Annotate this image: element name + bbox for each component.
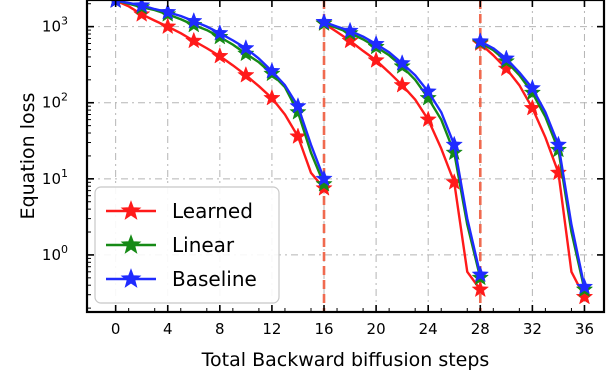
data-point-star	[367, 34, 385, 52]
data-point-star	[132, 5, 151, 22]
data-point-star	[315, 169, 333, 187]
y-tick-exponent: 3	[61, 15, 68, 28]
data-point-star	[315, 12, 333, 30]
data-point-star	[575, 277, 594, 295]
data-point-star	[237, 39, 255, 56]
legend-star-icon	[120, 234, 142, 254]
data-point-star	[237, 65, 255, 83]
plot-series	[109, 0, 594, 305]
data-point-star	[211, 23, 229, 41]
data-point-star	[341, 31, 359, 49]
data-point-star	[445, 143, 463, 161]
y-tick-label: 103	[42, 15, 68, 36]
data-point-star	[158, 17, 177, 35]
y-tick-label: 100	[42, 243, 68, 264]
data-point-star	[315, 174, 333, 192]
legend-star-icon	[120, 200, 142, 220]
y-tick-label: 101	[42, 167, 68, 188]
data-point-star	[289, 103, 307, 120]
series-learned	[109, 0, 594, 305]
data-point-star	[341, 21, 359, 39]
data-point-star	[471, 32, 490, 49]
x-tick-label: 16	[314, 320, 333, 338]
data-point-star	[575, 287, 594, 305]
data-point-star	[237, 44, 255, 62]
legend-box	[94, 186, 280, 304]
data-point-star	[132, 0, 151, 13]
x-tick-label: 32	[523, 320, 542, 338]
data-point-star	[263, 88, 281, 106]
data-point-star	[549, 135, 568, 153]
data-point-star	[289, 96, 307, 114]
y-axis-title: Equation loss	[17, 93, 39, 220]
legend-item-baseline: Baseline	[106, 267, 257, 291]
legend-item-linear: Linear	[106, 233, 235, 257]
data-point-star	[393, 54, 411, 71]
x-tick-label: 4	[163, 320, 173, 338]
data-point-star	[471, 280, 490, 298]
data-point-star	[497, 49, 516, 67]
x-axis-title: Total Backward biffusion steps	[201, 349, 490, 371]
x-tick-label: 12	[262, 320, 281, 338]
data-point-star	[523, 79, 542, 96]
x-tick-label: 8	[215, 320, 225, 338]
data-point-star	[419, 110, 437, 128]
y-tick-label: 102	[42, 91, 68, 112]
data-point-star	[419, 82, 437, 100]
x-tick-label: 28	[471, 320, 490, 338]
data-point-star	[419, 88, 437, 106]
data-point-star	[549, 163, 568, 181]
y-tick-exponent: 1	[61, 167, 68, 180]
data-point-star	[367, 51, 385, 68]
y-tick-exponent: 0	[61, 243, 68, 256]
legend-label: Learned	[172, 199, 253, 223]
legend-label: Linear	[172, 233, 235, 257]
x-tick-label: 36	[575, 320, 594, 338]
data-point-star	[471, 265, 490, 283]
data-point-star	[393, 75, 411, 93]
legend: Learned Linear Baseline	[94, 186, 280, 304]
legend-item-learned: Learned	[106, 199, 253, 223]
x-tick-label: 0	[111, 320, 121, 338]
legend-star-icon	[120, 268, 142, 288]
x-tick-label: 24	[419, 320, 438, 338]
data-point-star	[211, 46, 229, 64]
legend-label: Baseline	[172, 267, 257, 291]
data-point-star	[158, 2, 177, 20]
data-point-star	[263, 61, 281, 79]
x-tick-label: 20	[367, 320, 386, 338]
data-point-star	[185, 11, 203, 29]
vertical-markers	[322, 0, 482, 312]
y-tick-exponent: 2	[61, 91, 68, 104]
data-point-star	[185, 31, 203, 49]
data-point-star	[445, 135, 463, 153]
